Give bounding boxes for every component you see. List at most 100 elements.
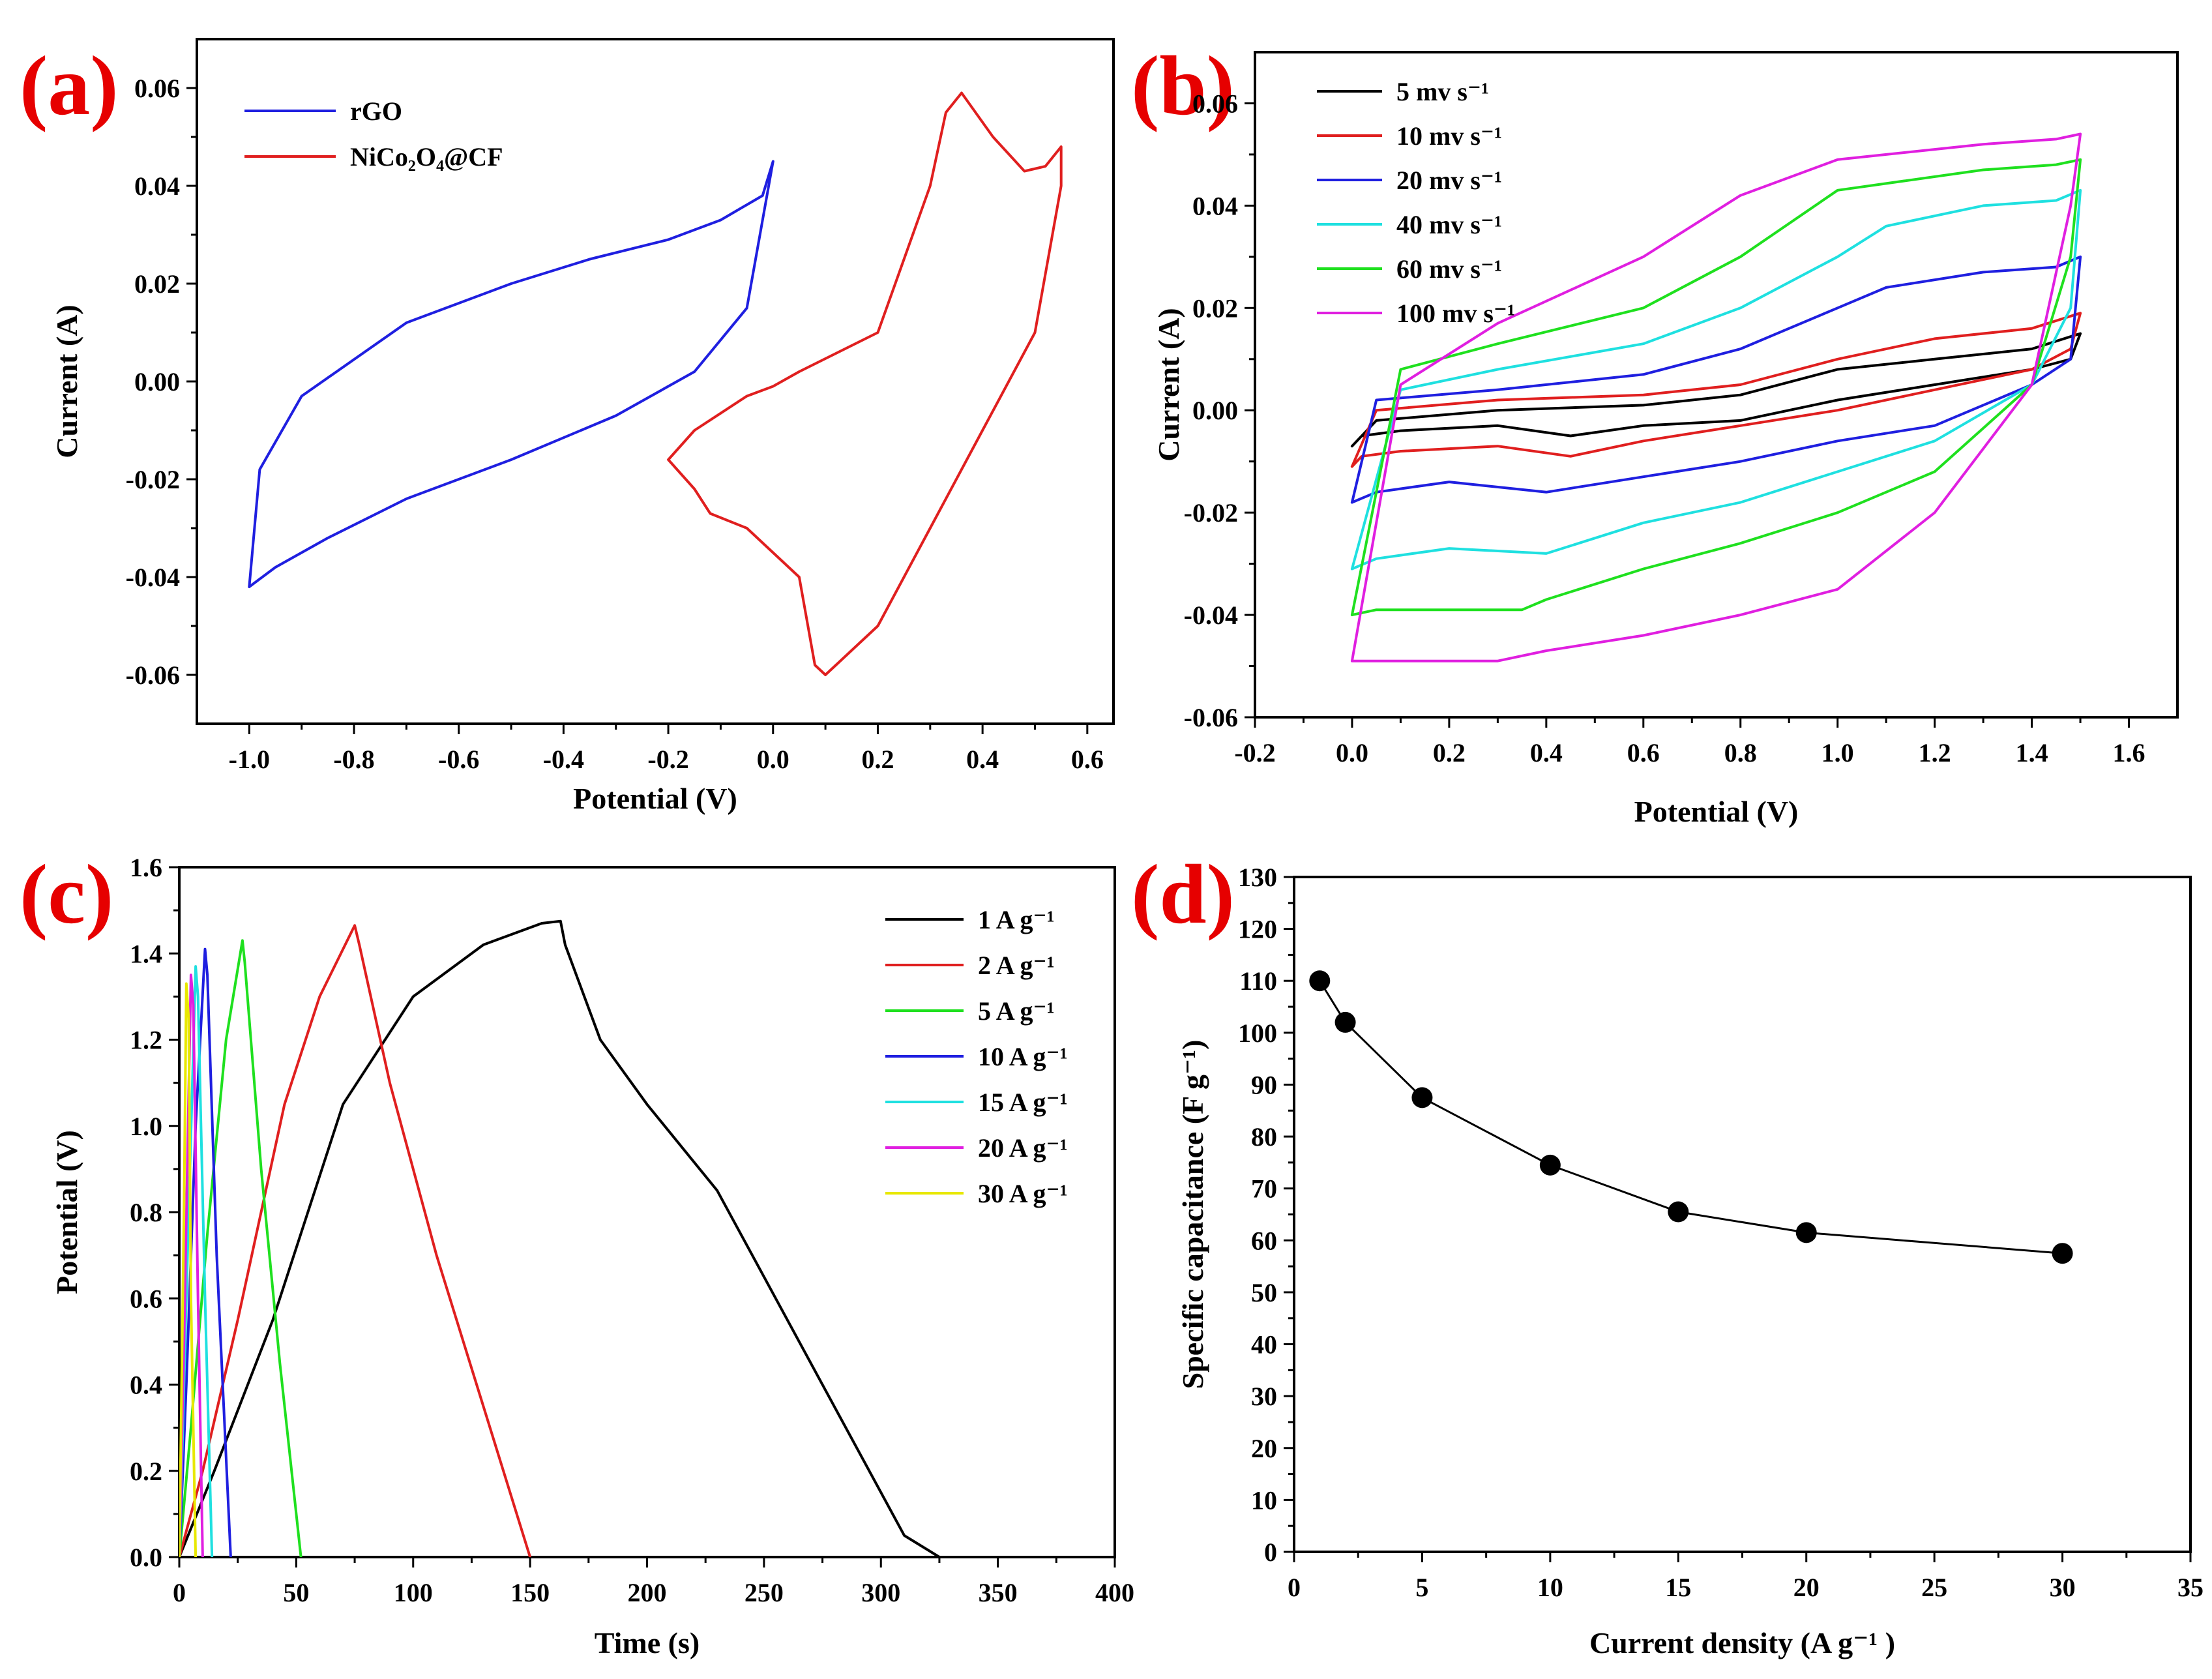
data-point-d-3 [1539, 1154, 1561, 1176]
x-tick-label: 0 [173, 1578, 186, 1607]
y-tick-label: 0.8 [130, 1198, 162, 1227]
y-tick-label: 0 [1264, 1538, 1277, 1567]
data-point-d-0 [1309, 970, 1331, 992]
x-tick-label: 5 [1415, 1573, 1428, 1602]
y-tick-label: 80 [1251, 1122, 1277, 1152]
panel-label-a: (a) [20, 39, 119, 133]
x-tick-label: 30 [2050, 1573, 2076, 1602]
legend-label-c-6: 30 A g⁻¹ [978, 1179, 1068, 1208]
legend-label-b-0: 5 mv s⁻¹ [1396, 77, 1489, 106]
y-tick-label: 0.02 [134, 269, 180, 299]
plot-frame-d [1293, 876, 2192, 1553]
x-tick-label: 0.4 [966, 745, 999, 774]
legend-label-b-5: 100 mv s⁻¹ [1396, 299, 1515, 328]
panel-label-c: (c) [20, 848, 113, 942]
x-tick-label: 10 [1537, 1573, 1563, 1602]
y-axis-title-b: Current (A) [1152, 308, 1185, 461]
y-tick-label: 0.00 [1192, 396, 1238, 425]
x-tick-label: 0.8 [1724, 738, 1757, 767]
y-axis-title-d: Specific capacitance (F g⁻¹) [1176, 1040, 1209, 1389]
legend-label-b-3: 40 mv s⁻¹ [1396, 210, 1502, 239]
series-line-b-1 [1350, 312, 2082, 468]
legend-label-c-4: 15 A g⁻¹ [978, 1088, 1068, 1117]
x-tick-label: -0.4 [543, 745, 584, 774]
x-tick-label: 250 [745, 1578, 784, 1607]
y-tick-label: 1.6 [130, 853, 162, 882]
x-tick-label: 1.6 [2113, 738, 2146, 767]
x-tick-label: 0.6 [1071, 745, 1104, 774]
y-tick-label: 0.2 [130, 1457, 162, 1486]
series-line-c-6 [179, 982, 198, 1557]
x-tick-label: 25 [1921, 1573, 1947, 1602]
data-point-d-5 [1795, 1222, 1817, 1243]
y-axis-title-c: Potential (V) [50, 1130, 83, 1294]
series-line-c-0 [179, 919, 941, 1557]
x-tick-label: 0.0 [1336, 738, 1368, 767]
data-point-d-6 [2052, 1243, 2073, 1264]
series-line-c-3 [179, 947, 232, 1557]
data-point-d-4 [1668, 1201, 1689, 1223]
legend-label-a-0: rGO [350, 97, 402, 126]
y-tick-label: 110 [1239, 966, 1277, 996]
x-tick-label: 300 [861, 1578, 900, 1607]
legend-label-c-1: 2 A g⁻¹ [978, 951, 1055, 980]
x-tick-label: 100 [394, 1578, 433, 1607]
series-line-c-2 [179, 939, 302, 1557]
series-line-c-5 [179, 973, 204, 1557]
data-point-d-2 [1411, 1087, 1433, 1108]
legend-label-c-5: 20 A g⁻¹ [978, 1133, 1068, 1163]
y-tick-label: 10 [1251, 1485, 1277, 1515]
series-line-b-0 [1350, 332, 2082, 448]
panel-d: (d) 0 5 10 15 20 25 30 35 0 10 20 30 40 50 60 70 80 90 100 1… [1131, 848, 2204, 1659]
x-tick-label: 20 [1793, 1573, 1820, 1602]
series-line-a-1 [667, 91, 1063, 676]
y-tick-label: 0.06 [1192, 89, 1238, 118]
x-tick-label: -0.2 [1234, 738, 1275, 767]
y-tick-label: 60 [1251, 1226, 1277, 1255]
y-tick-label: 0.04 [1192, 191, 1238, 220]
x-tick-label: -0.8 [333, 745, 374, 774]
y-tick-label: 0.02 [1192, 293, 1238, 323]
x-tick-label: 0.0 [757, 745, 789, 774]
series-line-b-3 [1350, 188, 2082, 571]
x-axis-title-c: Time (s) [595, 1626, 700, 1659]
x-tick-label: 0.2 [1433, 738, 1466, 767]
y-axis-title-a: Current (A) [50, 305, 83, 458]
x-tick-label: -0.6 [438, 745, 479, 774]
y-tick-label: 20 [1251, 1434, 1277, 1463]
series-line-b-5 [1350, 132, 2082, 662]
y-tick-label: -0.04 [1184, 601, 1238, 630]
y-tick-label: 50 [1251, 1278, 1277, 1307]
legend-label-c-0: 1 A g⁻¹ [978, 905, 1055, 934]
y-tick-label: 0.04 [134, 171, 180, 201]
x-tick-label: 1.2 [1919, 738, 1951, 767]
x-tick-label: -1.0 [229, 745, 270, 774]
y-tick-label: 1.2 [130, 1026, 162, 1055]
legend-label-b-4: 60 mv s⁻¹ [1396, 254, 1502, 284]
y-tick-label: 0.4 [130, 1371, 162, 1400]
x-tick-label: 35 [2177, 1573, 2204, 1602]
series-line-b-4 [1350, 158, 2082, 617]
y-tick-label: 0.6 [130, 1284, 162, 1313]
x-tick-label: 1.0 [1821, 738, 1854, 767]
x-axis-title-a: Potential (V) [573, 782, 737, 815]
y-tick-label: 40 [1251, 1330, 1277, 1360]
panel-label-b: (b) [1131, 39, 1235, 133]
x-tick-label: 0.4 [1530, 738, 1563, 767]
legend-label-c-3: 10 A g⁻¹ [978, 1042, 1068, 1071]
series-line-b-2 [1350, 255, 2082, 504]
x-tick-label: 50 [283, 1578, 309, 1607]
x-tick-label: 0.2 [861, 745, 894, 774]
y-tick-label: -0.02 [126, 465, 180, 494]
y-tick-label: 90 [1251, 1070, 1277, 1099]
y-tick-label: 30 [1251, 1382, 1277, 1411]
y-tick-label: 0.0 [130, 1543, 162, 1572]
y-tick-label: 1.4 [130, 939, 162, 968]
x-tick-label: 0.6 [1627, 738, 1660, 767]
x-tick-label: 150 [510, 1578, 550, 1607]
x-axis-title-d: Current density (A g⁻¹ ) [1589, 1626, 1895, 1659]
y-tick-label: 120 [1238, 915, 1277, 944]
x-tick-label: 200 [628, 1578, 667, 1607]
panel-label-d: (d) [1131, 848, 1235, 942]
